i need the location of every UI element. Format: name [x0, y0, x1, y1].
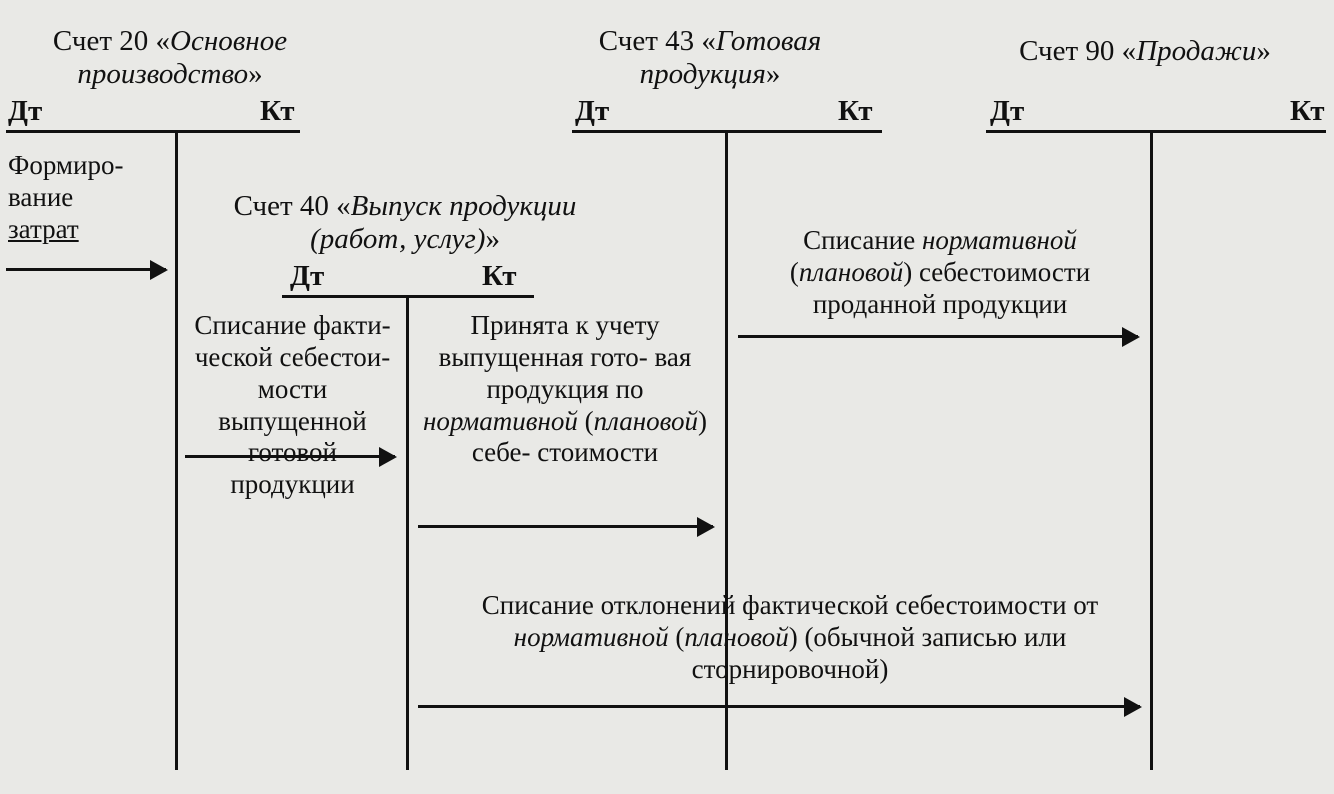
flow-sold-it1: нормативной [922, 225, 1077, 255]
account-20-kt: Кт [260, 95, 295, 128]
flow-sold-mid: ( [790, 257, 799, 287]
account-90-prefix: Счет 90 « [1019, 35, 1136, 67]
flow-accepted-it2: плановой [594, 406, 698, 436]
flow-deviation-it1: нормативной [514, 622, 669, 652]
flow-deviation-mid: ( [669, 622, 685, 652]
account-40-kt: Кт [482, 260, 517, 293]
account-40-dt: Дт [290, 260, 324, 293]
account-20-title: Счет 20 «Основное производство» [30, 25, 310, 92]
account-20-suffix: » [248, 58, 263, 90]
account-40-prefix: Счет 40 « [234, 190, 351, 222]
account-43-dt: Дт [575, 95, 609, 128]
account-43-title: Счет 43 «Готовая продукция» [560, 25, 860, 92]
account-40-name: Выпуск продукции (работ, услуг) [310, 190, 576, 255]
account-90-title: Счет 90 «Продажи» [975, 35, 1315, 68]
flow-form-costs-l2: вание [8, 182, 73, 212]
flow-fact-cost-l4: готовой продукции [230, 437, 354, 499]
flow-accepted-pre: Принята к учету выпущенная гото- вая про… [439, 310, 692, 404]
account-43-suffix: » [766, 58, 781, 90]
account-90-kt: Кт [1290, 95, 1325, 128]
flow-fact-cost-l1: Списание факти- [194, 310, 390, 340]
account-40-suffix: » [485, 223, 500, 255]
flow-form-costs-l3: затрат [8, 214, 79, 244]
account-90-dt: Дт [990, 95, 1024, 128]
arrow-accepted [418, 525, 713, 528]
flow-accepted-mid: ( [578, 406, 594, 436]
flow-deviation: Списание отклонений фактической себестои… [440, 590, 1140, 686]
account-43-prefix: Счет 43 « [599, 25, 716, 57]
arrow-form-costs [6, 268, 166, 271]
account-20-hline [6, 130, 300, 133]
flow-deviation-it2: плановой [684, 622, 788, 652]
account-40-vline [406, 295, 409, 770]
flow-sold: Списание нормативной (плановой) себестои… [740, 225, 1140, 321]
account-90-name: Продажи [1136, 35, 1256, 67]
flow-fact-cost-l2: ческой себестои- [195, 342, 390, 372]
account-40-title: Счет 40 «Выпуск продукции (работ, услуг)… [205, 190, 605, 257]
account-90-suffix: » [1256, 35, 1271, 67]
arrow-deviation [418, 705, 1140, 708]
arrow-sold [738, 335, 1138, 338]
flow-accepted: Принята к учету выпущенная гото- вая про… [420, 310, 710, 469]
account-90-hline [986, 130, 1326, 133]
arrow-fact-cost [185, 455, 395, 458]
account-90-vline [1150, 130, 1153, 770]
account-20-dt: Дт [8, 95, 42, 128]
flow-accepted-it1: нормативной [423, 406, 578, 436]
account-20-prefix: Счет 20 « [53, 25, 170, 57]
flow-fact-cost-l3: мости выпущенной [218, 374, 366, 436]
flow-fact-cost: Списание факти- ческой себестои- мости в… [185, 310, 400, 501]
flow-deviation-pre: Списание отклонений фактической себестои… [482, 590, 1098, 620]
flow-sold-it2: плановой [799, 257, 903, 287]
account-43-kt: Кт [838, 95, 873, 128]
flow-sold-pre: Списание [803, 225, 922, 255]
flow-form-costs: Формиро- вание затрат [0, 150, 178, 246]
flow-form-costs-l1: Формиро- [8, 150, 123, 180]
